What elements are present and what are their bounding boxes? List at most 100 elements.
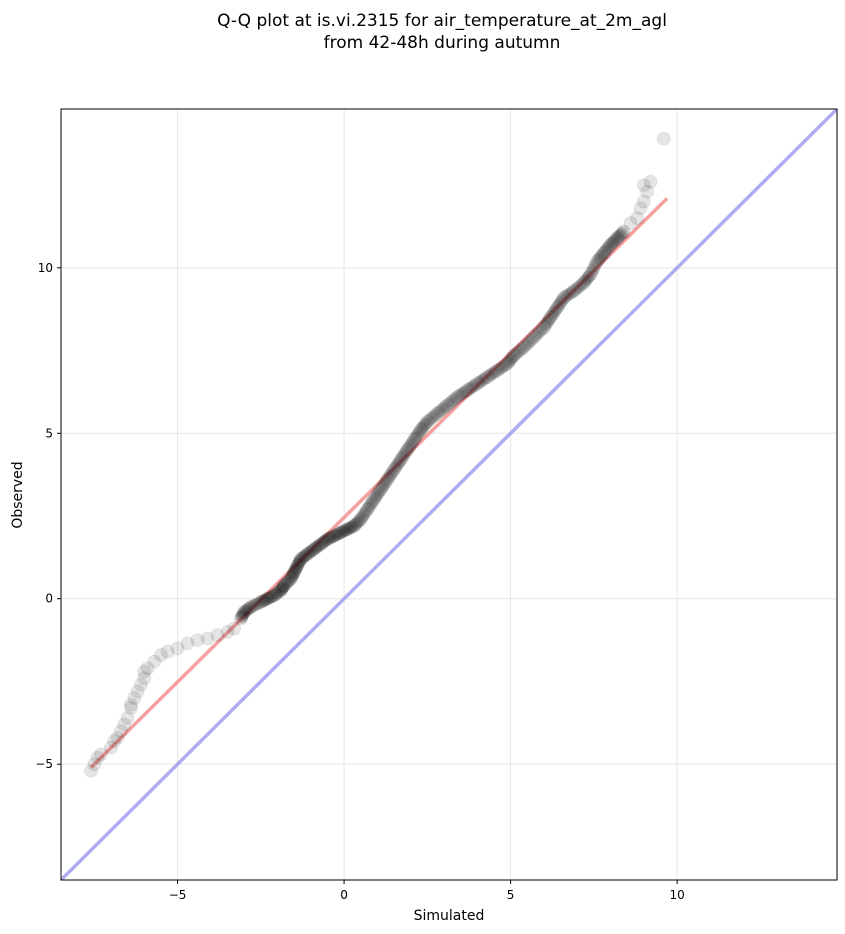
data-point-fill-31-3 [257,593,271,607]
data-point-36 [283,571,298,586]
data-point-fill-56-5 [413,425,427,439]
data-point-fill-30-3 [249,598,263,612]
data-point-fill-51-4 [378,476,392,490]
data-point-fill-59-5 [439,400,453,414]
data-point-fill-74-2 [570,281,584,295]
x-axis-label: Simulated [414,908,485,924]
data-point-17 [140,661,155,676]
plot-frame [60,108,838,881]
data-point-fill-71-3 [547,306,561,320]
data-point-fill-71-1 [545,309,559,323]
data-point-fill-80-4 [615,227,629,241]
data-point-fill-55-3 [404,438,418,452]
data-point-fill-64-1 [482,369,496,383]
data-point-fill-35-4 [282,574,296,588]
data-points [83,131,671,778]
data-point-fill-60-1 [442,397,456,411]
data-point-fill-53-2 [389,459,403,473]
data-point-fill-64-5 [489,365,503,379]
data-point-6 [110,730,125,745]
data-point-fill-31-4 [258,593,272,607]
data-point-16 [137,664,152,679]
data-point-fill-59-1 [432,405,446,419]
data-point-fill-79-4 [608,233,622,247]
data-point-fill-63-1 [472,376,486,390]
grid-lines [61,109,837,880]
data-point-fill-55-1 [401,441,415,455]
data-point-fill-60-4 [447,393,461,407]
data-point-fill-29-2 [239,603,253,617]
data-point-fill-69-1 [529,329,543,343]
data-point-fill-59-4 [437,401,451,415]
data-point-fill-70-4 [541,314,555,328]
data-point-fill-44-3 [330,527,344,541]
data-point-fill-44-4 [332,527,346,541]
y-tick-label-1: 0 [45,592,53,606]
fit-line [89,197,669,769]
data-point-fill-75-5 [582,269,596,283]
data-point-5 [107,734,122,749]
data-point-fill-60-3 [445,394,459,408]
data-point-fill-67-2 [510,346,524,360]
data-point-20 [160,644,175,659]
data-point-fill-49-5 [366,494,380,508]
data-point-31 [253,595,268,610]
data-point-fill-80-2 [612,229,626,243]
data-point-fill-46-4 [345,520,359,534]
data-point-38 [290,558,305,573]
data-point-fill-41-4 [312,539,326,553]
data-point-fill-30-4 [250,597,264,611]
data-point-82 [623,216,638,231]
data-point-fill-73-5 [565,285,579,299]
data-point-fill-39-2 [296,550,310,564]
data-point-fill-39-1 [295,551,309,565]
data-point-18 [147,654,162,669]
data-point-19 [153,647,168,662]
data-point-40 [300,547,315,562]
data-point-fill-41-1 [308,541,322,555]
x-tick-label-0: −5 [169,888,187,902]
data-point-fill-69-3 [532,325,546,339]
data-point-1 [87,757,102,772]
data-point-fill-76-3 [587,261,601,275]
data-point-fill-74-1 [569,283,583,297]
data-point-51 [373,482,388,497]
data-point-fill-64-3 [485,367,499,381]
data-point-fill-52-1 [381,471,395,485]
data-point-fill-68-5 [525,332,539,346]
data-point-fill-79-1 [605,237,619,251]
data-point-fill-67-3 [512,344,526,358]
y-tick-label-3: 10 [38,261,53,275]
data-point-fill-45-4 [338,523,352,537]
data-point-fill-46-5 [346,519,360,533]
x-tick-label-3: 10 [669,888,684,902]
data-point-fill-28-3 [236,608,250,622]
y-tick-label-0: −5 [35,757,53,771]
data-point-fill-36-2 [285,570,299,584]
data-point-fill-30-5 [252,596,266,610]
data-point-15 [137,671,152,686]
data-point-32 [260,591,275,606]
data-point-fill-32-3 [264,590,278,604]
data-point-fill-29-3 [241,602,255,616]
data-point-fill-58-1 [422,413,436,427]
data-point-46 [340,522,355,537]
data-point-89 [656,131,671,146]
data-point-fill-61-5 [459,384,473,398]
data-point-fill-74-4 [574,278,588,292]
data-point-fill-54-4 [398,446,412,460]
data-point-68 [516,340,531,355]
data-point-fill-49-2 [363,499,377,513]
data-point-60 [440,398,455,413]
data-point-fill-35-5 [283,573,297,587]
data-point-fill-70-5 [542,312,556,326]
data-point-77 [590,254,605,269]
data-point-fill-46-1 [342,522,356,536]
data-point-fill-48-5 [359,504,373,518]
data-point-fill-59-2 [434,404,448,418]
x-tick-label-1: 0 [340,888,348,902]
data-point-56 [407,432,422,447]
data-point-fill-65-4 [497,359,511,373]
data-point-fill-70-2 [539,317,553,331]
data-point-fill-38-4 [293,554,307,568]
